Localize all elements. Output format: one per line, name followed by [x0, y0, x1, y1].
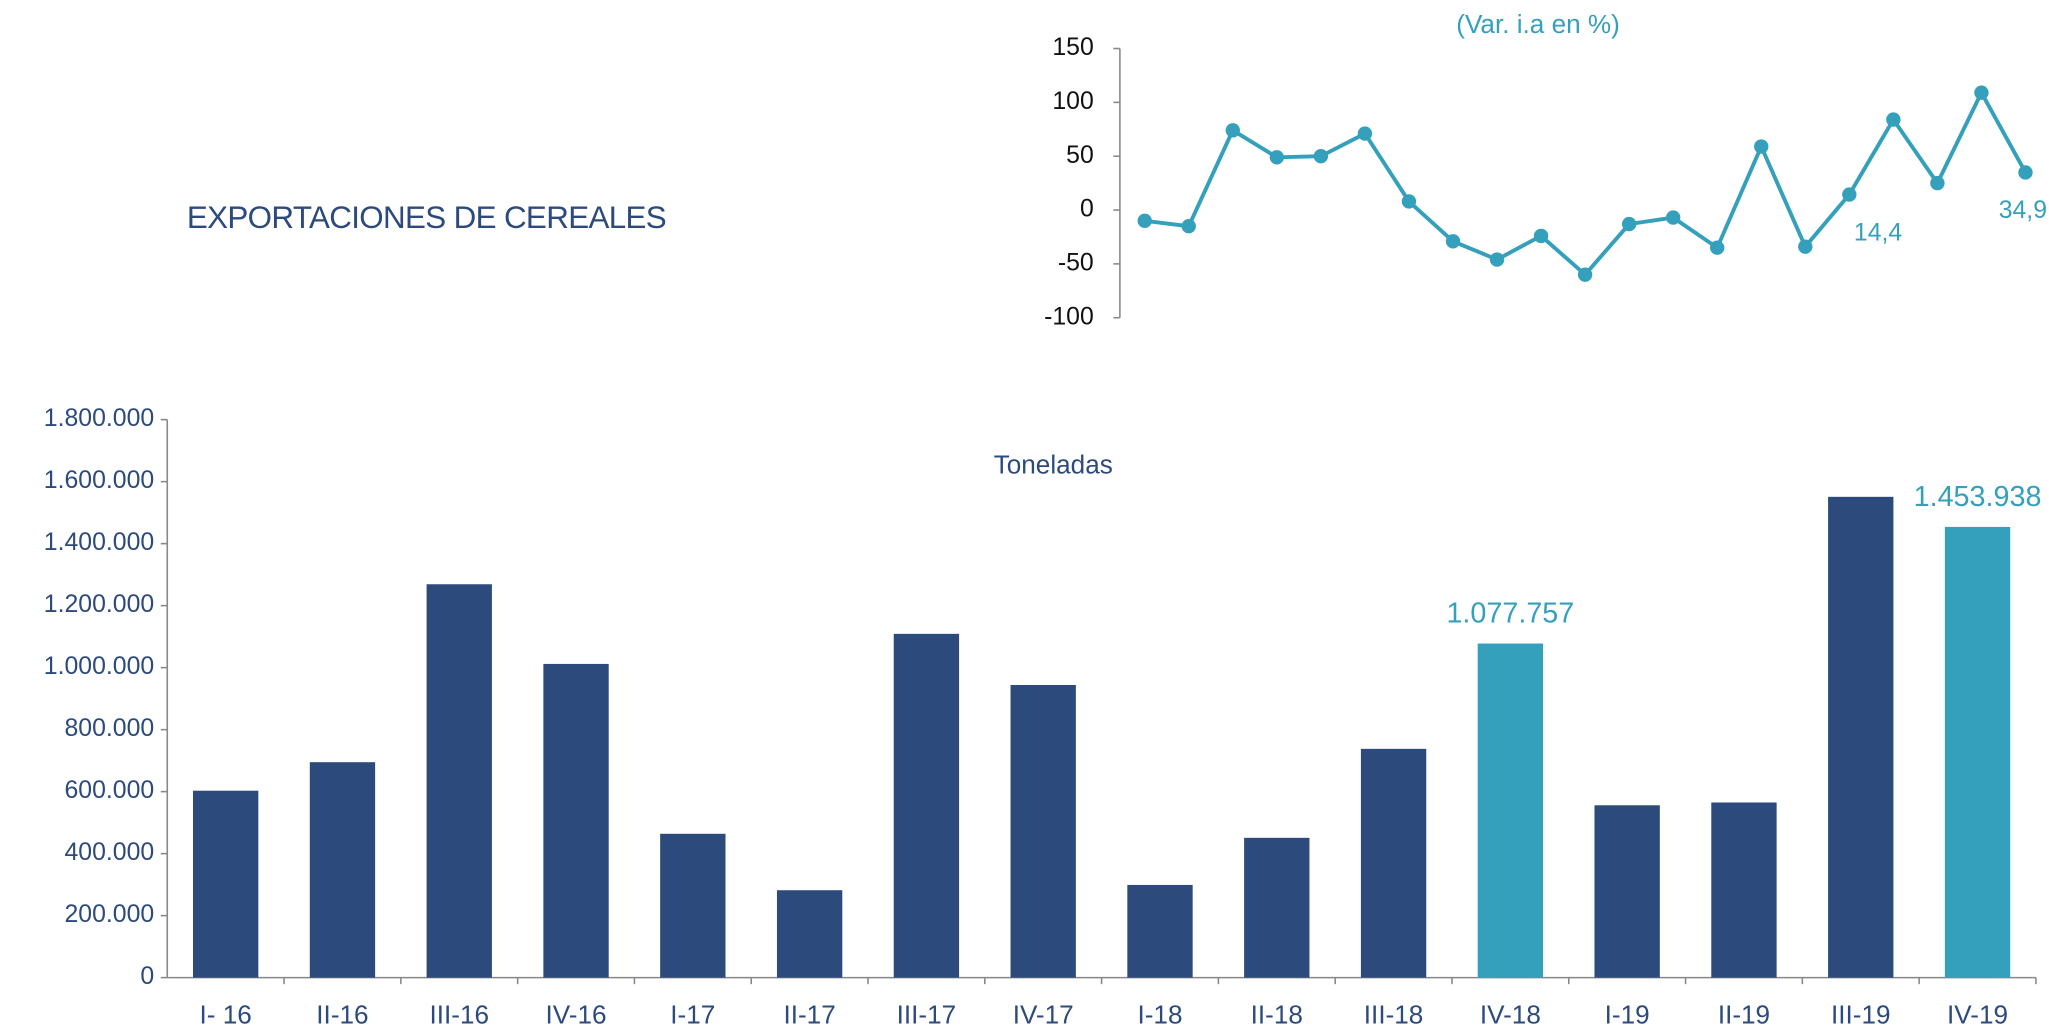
bar — [543, 663, 609, 978]
point — [1886, 112, 1901, 127]
x-tick-label: III-18 — [1364, 1000, 1424, 1030]
y-tick-label: -50 — [1058, 249, 1094, 276]
point — [1710, 240, 1725, 255]
point — [1225, 123, 1240, 138]
x-tick-label: II-19 — [1718, 1000, 1770, 1030]
bar — [1944, 526, 2011, 978]
point — [1577, 267, 1593, 282]
y-tick-label: 1.200.000 — [44, 591, 154, 618]
bar — [1711, 802, 1777, 978]
y-tick-label: 0 — [1080, 196, 1094, 223]
y-tick-label: 1.400.000 — [44, 529, 154, 556]
bar — [1828, 496, 1894, 978]
bar — [1360, 748, 1427, 978]
bar — [309, 762, 376, 978]
bar — [1010, 684, 1076, 978]
x-tick-label: II-17 — [783, 1000, 835, 1030]
bar — [1244, 837, 1310, 978]
point — [1665, 210, 1681, 225]
x-tick-label: IV-17 — [1013, 1000, 1074, 1030]
point — [1974, 85, 1989, 100]
point — [1798, 239, 1813, 254]
x-tick-label: I-18 — [1137, 1000, 1182, 1030]
x-tick-label: III-17 — [897, 1000, 957, 1030]
y-tick-label: 600.000 — [64, 777, 154, 804]
point — [1621, 216, 1637, 232]
point — [1357, 126, 1373, 141]
x-tick-label: IV-19 — [1947, 1000, 2008, 1030]
y-tick-label: 400.000 — [64, 839, 154, 866]
bar — [776, 890, 843, 978]
point — [2018, 165, 2033, 180]
y-tick-label: 100 — [1052, 88, 1093, 115]
point — [1533, 228, 1549, 244]
point — [1445, 234, 1461, 249]
data-label: 14,4 — [1854, 219, 1902, 246]
data-label: 1.077.757 — [1446, 597, 1574, 629]
line-subtitle: (Var. i.a en %) — [1456, 9, 1620, 39]
point — [1137, 213, 1152, 228]
y-tick-label: 200.000 — [64, 901, 154, 928]
x-tick-label: IV-16 — [546, 1000, 607, 1030]
point — [1269, 150, 1285, 165]
x-tick-label: III-16 — [429, 1000, 489, 1030]
point — [1313, 149, 1329, 164]
x-tick-label: III-19 — [1831, 1000, 1891, 1030]
y-tick-label: 150 — [1052, 34, 1093, 61]
bar — [1594, 805, 1660, 978]
y-tick-label: 1.800.000 — [44, 405, 154, 432]
point — [1754, 139, 1769, 154]
point — [1181, 219, 1196, 234]
x-tick-label: II-16 — [316, 1000, 368, 1030]
point — [1401, 194, 1417, 209]
data-label: 34,9 — [1999, 197, 2047, 224]
point — [1842, 187, 1857, 202]
bar — [426, 584, 492, 978]
point — [1930, 175, 1945, 191]
chart-title: EXPORTACIONES DE CEREALES — [187, 200, 666, 235]
data-label: 1.453.938 — [1914, 481, 2042, 513]
y-tick-label: 800.000 — [64, 715, 154, 742]
bar-subtitle: Toneladas — [994, 450, 1113, 480]
bar — [893, 633, 960, 978]
bar — [660, 833, 726, 978]
y-tick-label: -100 — [1044, 303, 1094, 330]
x-tick-label: I-19 — [1605, 1000, 1650, 1030]
bar — [1477, 643, 1544, 978]
y-tick-label: 50 — [1066, 142, 1094, 169]
bar — [1127, 884, 1193, 978]
x-tick-label: I- 16 — [200, 1000, 252, 1030]
y-tick-label: 1.000.000 — [44, 653, 154, 680]
x-tick-label: II-18 — [1251, 1000, 1303, 1030]
y-tick-label: 1.600.000 — [44, 467, 154, 494]
y-tick-label: 0 — [140, 963, 154, 990]
bar — [192, 790, 259, 978]
x-tick-label: I-17 — [670, 1000, 715, 1030]
point — [1489, 252, 1505, 267]
x-tick-label: IV-18 — [1480, 1000, 1541, 1030]
